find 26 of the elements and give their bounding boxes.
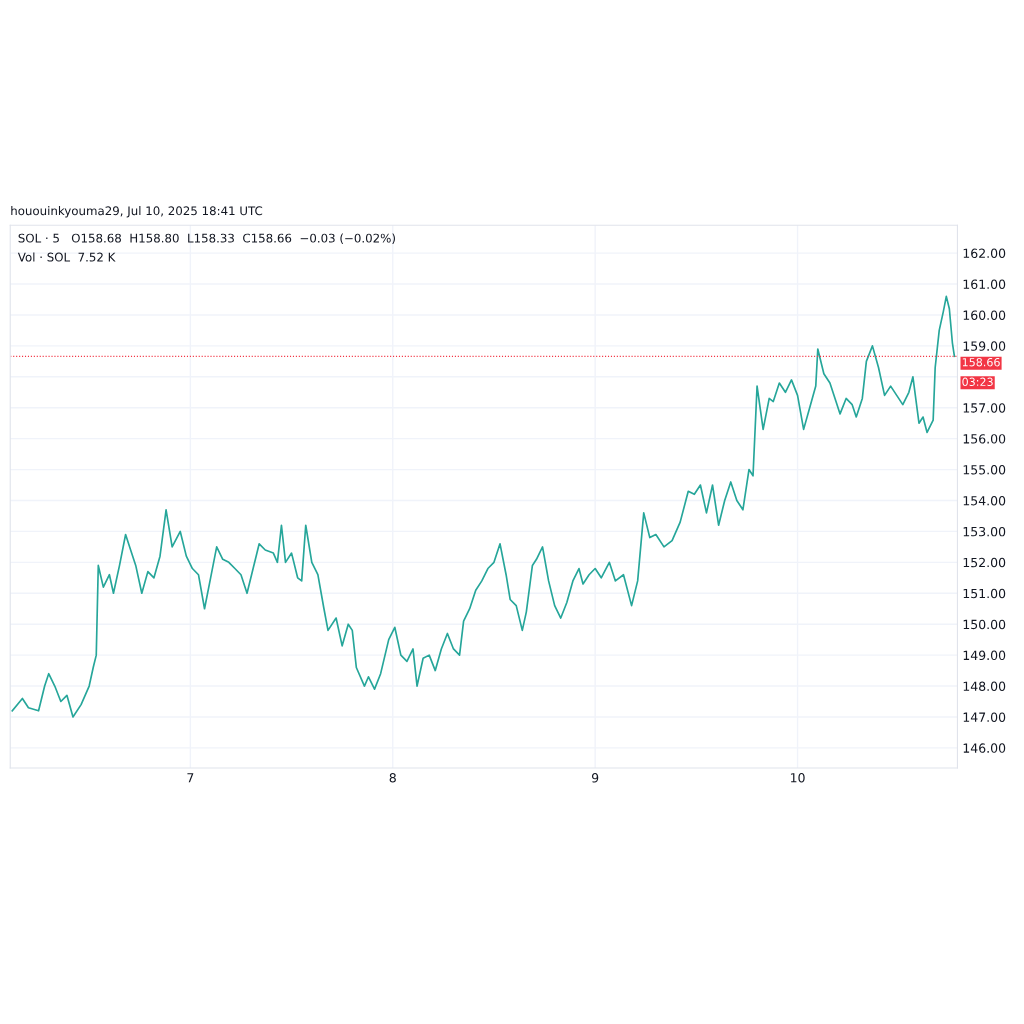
- text: SOL · 5 O158.68 H158.80 L158.33 C158.66 −0.03 (−0.02%): [18, 233, 395, 244]
- y-tick-label: 154.00: [963, 495, 1006, 506]
- y-tick-label: 152.00: [963, 557, 1006, 568]
- y-tick-label: 149.00: [963, 650, 1006, 661]
- x-tick-label: 10: [790, 773, 805, 783]
- y-tick-label: 147.00: [963, 712, 1006, 722]
- y-tick-label: 151.00: [963, 588, 1006, 599]
- text: 03:23: [962, 377, 993, 387]
- annotation: Vol · SOL 7.52 K: [17, 252, 116, 262]
- y-tick-label: 155.00: [963, 465, 1006, 475]
- x-tick-label: 9: [591, 773, 599, 783]
- y-tick-label: 160.00: [963, 310, 1006, 320]
- y-tick-label: 150.00: [963, 619, 1006, 630]
- chart-title: hououinkyouma29, Jul 10, 2025 18:41 UTC: [11, 206, 263, 218]
- y-tick-label: 146.00: [963, 743, 1006, 753]
- y-tick-label: 148.00: [963, 681, 1006, 691]
- ref-line-label: 158.66: [962, 357, 1000, 367]
- y-tick-label: 159.00: [963, 341, 1006, 351]
- y-tick-label: 156.00: [963, 434, 1006, 444]
- line-series: [11, 295, 956, 718]
- x-tick-label: 8: [389, 773, 396, 783]
- y-tick-label: 153.00: [963, 526, 1006, 537]
- y-tick-label: 162.00: [963, 248, 1006, 259]
- y-tick-label: 157.00: [963, 403, 1006, 413]
- x-tick-label: 7: [187, 773, 194, 783]
- y-tick-label: 161.00: [963, 279, 1006, 289]
